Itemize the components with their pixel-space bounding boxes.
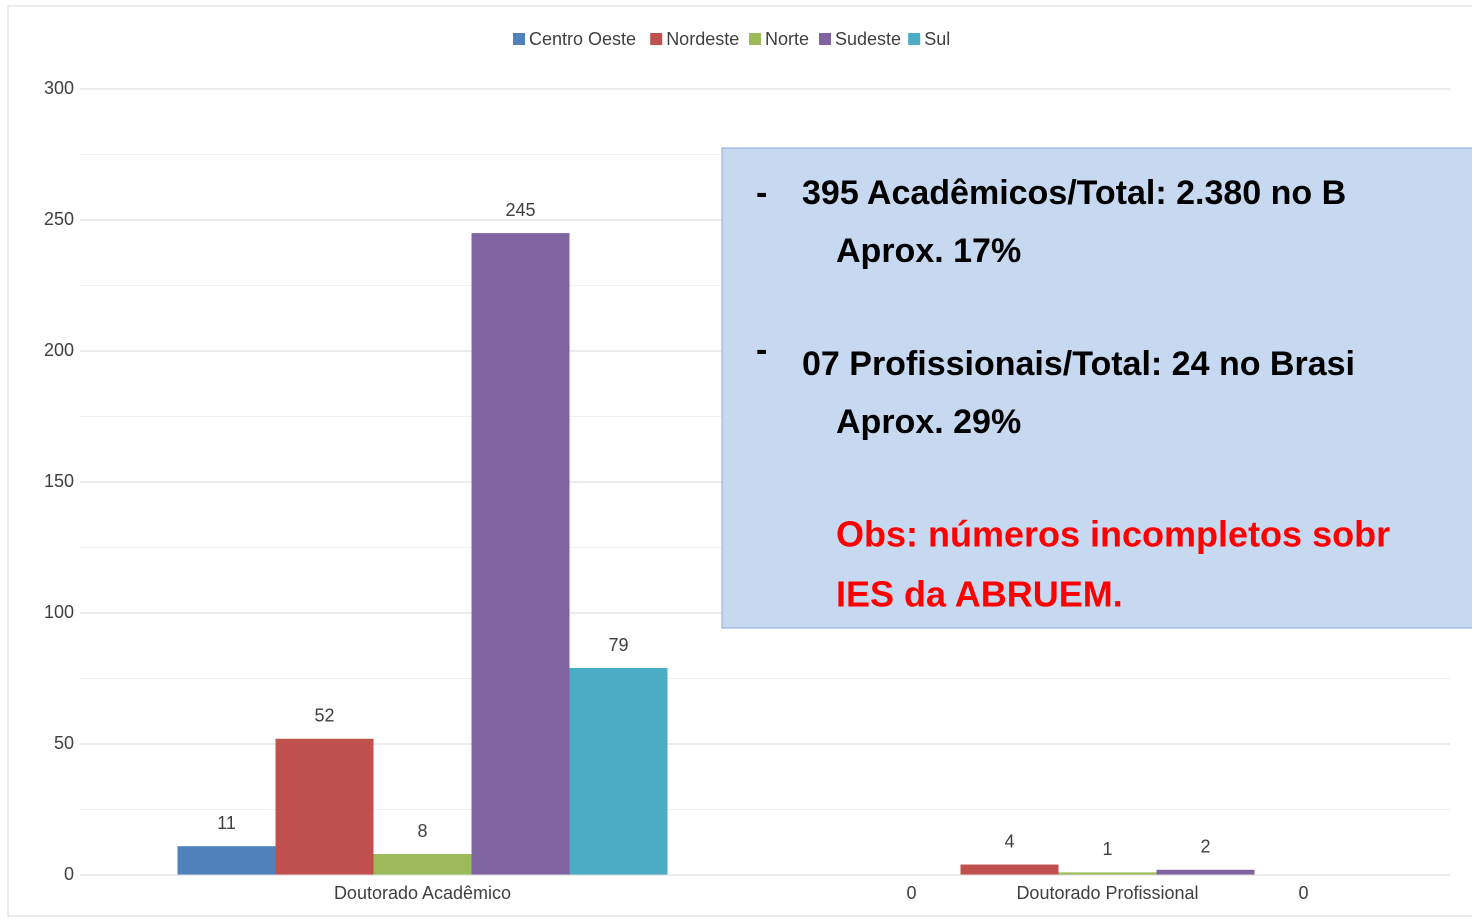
y-tick-label: 150	[44, 471, 74, 491]
legend-label: Centro Oeste	[529, 29, 636, 49]
legend-swatch	[749, 33, 761, 45]
legend-swatch	[650, 33, 663, 45]
y-tick-label: 200	[44, 340, 74, 360]
data-label: 2	[1200, 837, 1210, 857]
data-label: 0	[1298, 883, 1308, 903]
x-tick-label: Doutorado Profissional	[1016, 883, 1198, 903]
legend-label: Sudeste	[835, 29, 901, 49]
data-label: 0	[906, 883, 916, 903]
bar	[569, 668, 668, 875]
y-tick-label: 50	[54, 733, 74, 753]
data-label: 52	[314, 706, 334, 726]
y-tick-label: 100	[44, 602, 74, 622]
bar	[1156, 869, 1255, 875]
data-label: 1	[1102, 839, 1112, 859]
legend-swatch	[819, 33, 831, 45]
data-label: 8	[417, 821, 427, 841]
data-label: 4	[1004, 831, 1014, 851]
bar	[177, 846, 276, 875]
legend-label: Nordeste	[666, 29, 739, 49]
annotation-line: Aprox. 29%	[836, 403, 1021, 441]
legend-swatch	[513, 33, 525, 45]
bar	[960, 864, 1059, 875]
annotation-bullet: -	[756, 331, 767, 369]
annotation-line: Aprox. 17%	[836, 232, 1021, 270]
data-label: 245	[505, 200, 535, 220]
y-tick-label: 0	[64, 864, 74, 884]
data-label: 11	[217, 813, 236, 833]
legend-label: Norte	[765, 29, 809, 49]
annotation-line: 395 Acadêmicos/Total: 2.380 no B	[802, 174, 1346, 212]
bar	[1058, 872, 1157, 875]
y-tick-label: 300	[44, 78, 74, 98]
annotation-box	[721, 147, 1472, 629]
annotation-bullet: -	[756, 174, 767, 212]
y-tick-label: 250	[44, 209, 74, 229]
x-tick-label: Doutorado Acadêmico	[334, 883, 511, 903]
bar	[471, 233, 570, 876]
annotation-note: Obs: números incompletos sobr	[836, 514, 1390, 555]
bar	[275, 738, 374, 875]
data-label: 79	[608, 635, 628, 655]
legend-swatch	[908, 33, 921, 45]
annotation-note: IES da ABRUEM.	[836, 574, 1123, 615]
legend-label: Sul	[924, 29, 950, 49]
bar	[373, 854, 472, 875]
annotation-line: 07 Profissionais/Total: 24 no Brasi	[802, 345, 1355, 383]
